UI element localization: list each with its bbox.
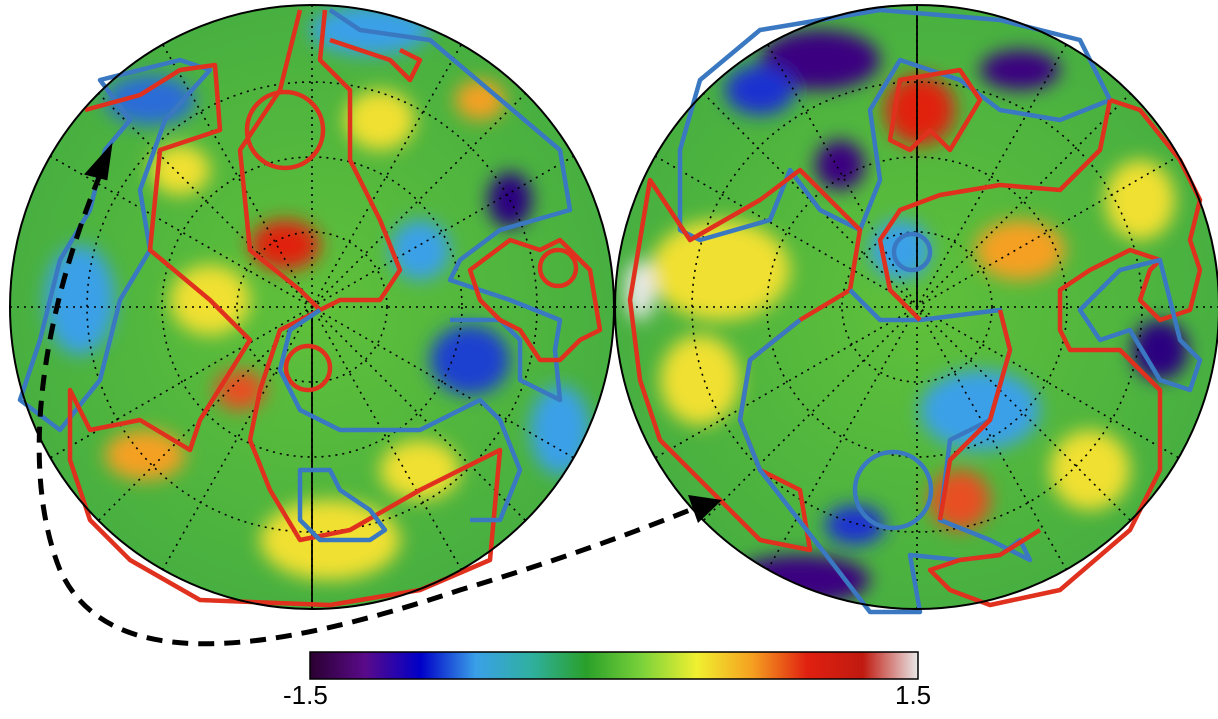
colorbar-min-label: -1.5 bbox=[283, 680, 328, 710]
arrowhead-up bbox=[84, 142, 113, 181]
left-graticule bbox=[10, 5, 614, 609]
right-region-outlines bbox=[627, 7, 1203, 615]
arrowhead-right bbox=[688, 495, 722, 523]
colorbar-max-label: 1.5 bbox=[895, 680, 932, 710]
left-region-outlines bbox=[17, 8, 603, 608]
rotation-arrow bbox=[36, 174, 691, 647]
left-hemisphere bbox=[9, 4, 615, 610]
colorbar bbox=[309, 651, 919, 680]
right-hemisphere bbox=[614, 4, 1218, 615]
